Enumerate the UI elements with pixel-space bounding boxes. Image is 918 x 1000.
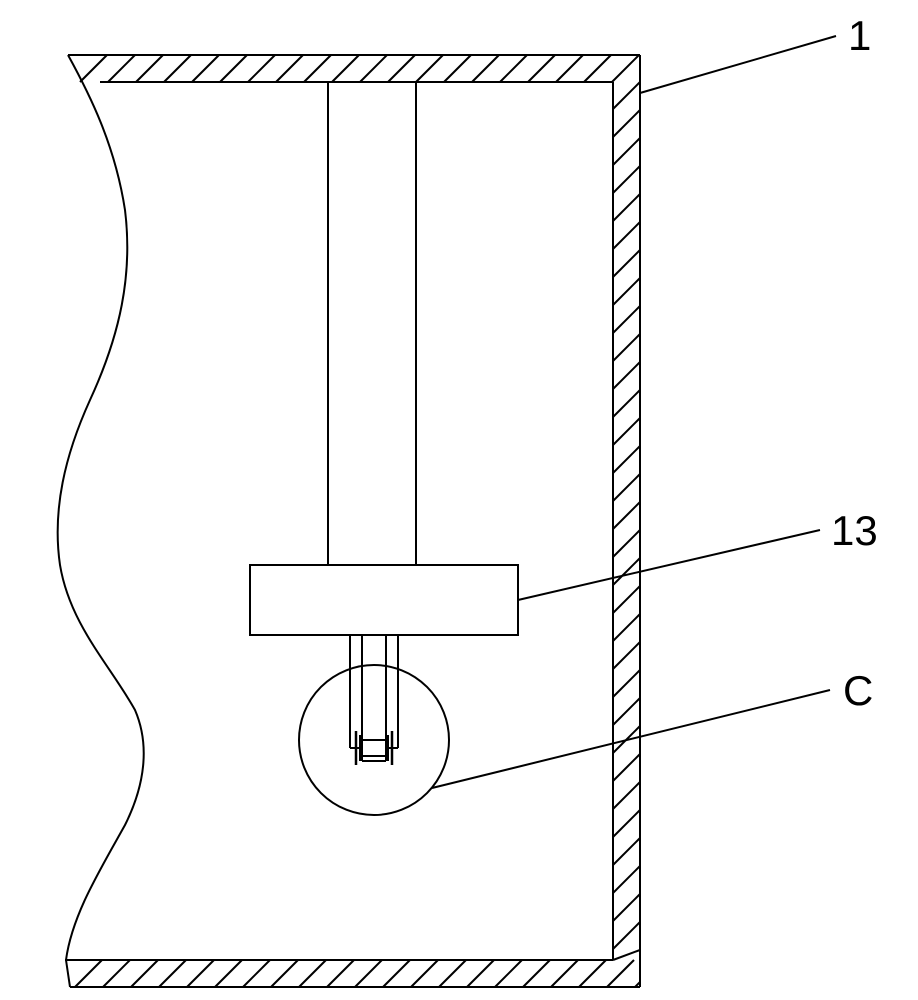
- label-13: 13: [831, 507, 878, 554]
- block-13: [250, 565, 518, 635]
- label-1: 1: [848, 12, 871, 59]
- hanger-assembly: [350, 635, 398, 765]
- label-c: C: [843, 667, 873, 714]
- outer-frame: [65, 55, 640, 987]
- break-line: [58, 55, 144, 987]
- technical-diagram: 1 13 C: [0, 0, 918, 1000]
- central-column: [328, 82, 416, 565]
- right-wall-hatching: [613, 82, 640, 960]
- bottom-wall-hatching: [75, 960, 640, 987]
- top-wall-hatching: [80, 55, 639, 82]
